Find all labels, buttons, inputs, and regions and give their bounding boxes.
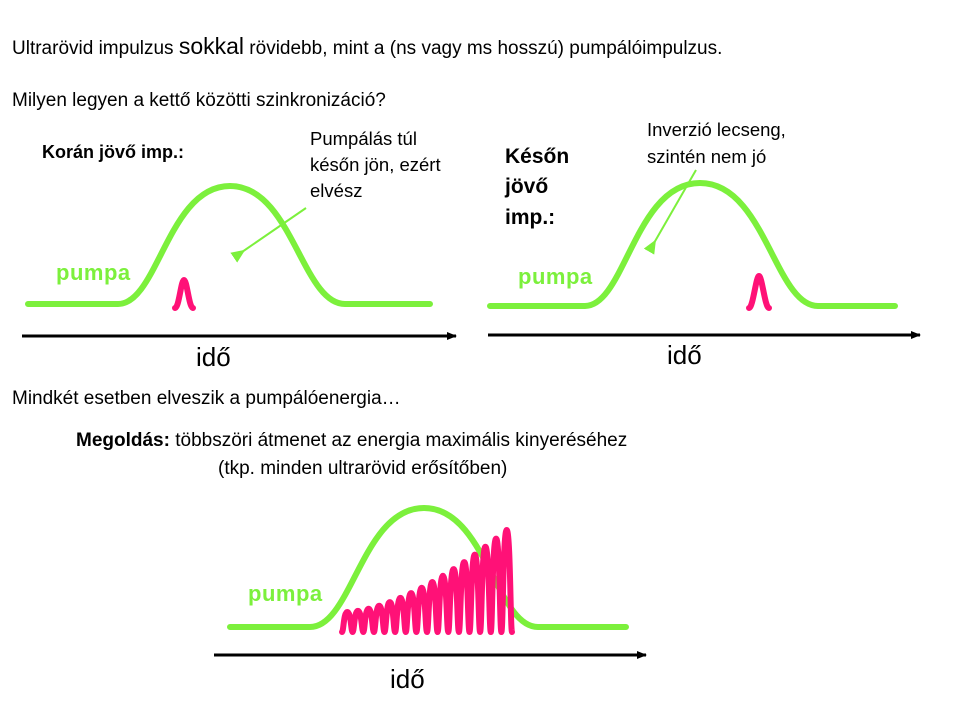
multipass-pump-label: pumpa bbox=[248, 581, 323, 606]
multipass-time-label: idő bbox=[390, 664, 425, 694]
early-annotation-arrow bbox=[230, 207, 307, 263]
early-annotation-line-2: későn jön, ezért bbox=[310, 153, 441, 175]
late-pulse-title-line-2: jövő bbox=[505, 175, 549, 199]
early-annotation-line-3: elvész bbox=[310, 179, 363, 201]
late-annotation-line-1: Inverzió lecseng, bbox=[647, 119, 786, 140]
early-annotation: Pumpálás túl későn jön, ezért elvész bbox=[310, 126, 441, 204]
late-pump-label: pumpa bbox=[518, 264, 593, 289]
late-annotation-line-2: szintén nem jó bbox=[647, 145, 767, 167]
intro-line-end: rövidebb, mint a (ns vagy ms hosszú) pum… bbox=[244, 38, 723, 59]
question-line: Milyen legyen a kettő közötti szinkroniz… bbox=[12, 90, 386, 111]
multipass-pulse-path bbox=[339, 527, 515, 635]
late-pump-curve bbox=[487, 180, 898, 309]
intro-line-start: Ultrarövid impulzus bbox=[12, 38, 179, 59]
intro-line-emphasis: sokkal bbox=[178, 33, 245, 59]
solution-label: Megoldás: bbox=[76, 430, 170, 451]
conclusion-line: Mindkét esetben elveszik a pumpálóenergi… bbox=[12, 388, 401, 409]
late-short-pulse bbox=[746, 272, 772, 311]
early-time-label: idő bbox=[196, 342, 231, 372]
intro-line: Ultrarövid impulzus sokkal rövidebb, min… bbox=[12, 33, 722, 61]
late-time-label: idő bbox=[667, 340, 702, 370]
early-pulse-title: Korán jövő imp.: bbox=[42, 142, 185, 162]
early-pump-curve bbox=[25, 183, 433, 307]
solution-line: Megoldás: többszöri átmenet az energia m… bbox=[76, 430, 627, 453]
early-pump-label: pumpa bbox=[56, 260, 131, 285]
early-short-pulse bbox=[172, 276, 196, 311]
late-annotation: Inverzió lecseng, szintén nem jó bbox=[647, 117, 786, 171]
early-annotation-line-1: Pumpálás túl bbox=[310, 128, 417, 149]
late-pulse-title-line-3: imp.: bbox=[505, 205, 556, 229]
late-pulse-title: Későn jövő imp.: bbox=[505, 142, 569, 233]
solution-text: többszöri átmenet az energia maximális k… bbox=[169, 430, 628, 451]
late-annotation-arrow bbox=[643, 169, 697, 255]
solution-subline: (tkp. minden ultrarövid erősítőben) bbox=[218, 458, 508, 479]
multipass-pulse-train bbox=[339, 527, 515, 635]
late-pulse-title-line-1: Későn bbox=[505, 145, 570, 168]
